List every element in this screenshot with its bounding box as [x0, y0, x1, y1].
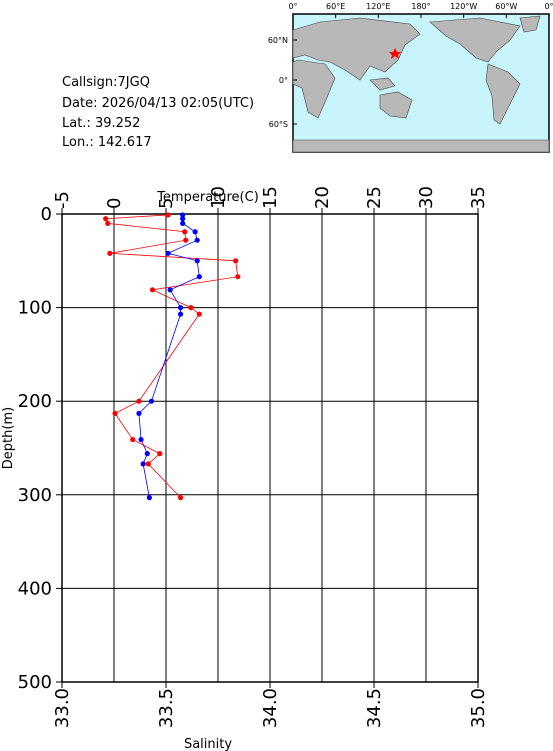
data-point: [107, 250, 113, 256]
x-tick-label: 15: [260, 186, 281, 209]
map-lat-label: 60°N: [268, 36, 288, 45]
data-point: [165, 250, 171, 256]
x-tick-label: 20: [312, 186, 333, 209]
data-point: [165, 212, 171, 218]
map-lon-label: 120°E: [366, 2, 390, 11]
map-lon-label: 120°W: [450, 2, 477, 11]
x2-tick-label: 34.5: [364, 688, 385, 728]
map: [292, 13, 550, 153]
data-point: [145, 461, 151, 467]
longitude: Lon.: 142.617: [62, 135, 152, 150]
data-point: [130, 436, 136, 443]
x2-axis-title: Salinity: [184, 737, 232, 751]
x-tick-label: -5: [52, 191, 73, 209]
map-lon-label: 180°: [411, 2, 430, 11]
x2-tick-label: 34.0: [260, 688, 281, 728]
data-point: [157, 451, 163, 457]
y-tick-label: 0: [41, 204, 52, 225]
data-point: [196, 274, 202, 280]
x-tick-label: 35: [468, 186, 489, 209]
data-point: [149, 287, 156, 293]
data-point: [146, 495, 152, 501]
data-point: [103, 216, 109, 222]
map-lon-label: 0°: [288, 2, 297, 11]
x-tick-label: 5: [156, 198, 177, 209]
x-tick-label: 0: [104, 198, 125, 209]
data-point: [180, 220, 186, 226]
data-point: [105, 220, 111, 226]
y-tick-label: 300: [18, 485, 52, 506]
data-point: [136, 398, 142, 404]
data-point: [182, 229, 188, 235]
callsign: Callsign:7JGQ: [62, 75, 150, 90]
info-block: Callsign:7JGQ Date: 2026/04/13 02:05(UTC…: [62, 75, 254, 150]
station-marker: [389, 48, 401, 59]
y-tick-label: 100: [18, 298, 52, 319]
data-point: [235, 274, 241, 280]
data-point: [180, 216, 186, 222]
data-point: [194, 258, 200, 264]
x-tick-label: 30: [416, 186, 437, 209]
y-tick-label: 500: [18, 672, 52, 693]
data-point: [138, 436, 144, 443]
latitude: Lat.: 39.252: [62, 116, 140, 131]
x2-tick-label: 33.0: [52, 688, 73, 728]
y-axis-title: Depth(m): [1, 407, 16, 469]
y-tick-label: 400: [18, 578, 52, 599]
data-point: [180, 212, 186, 218]
data-point: [192, 229, 198, 235]
data-point: [194, 237, 200, 243]
x2-tick-label: 33.5: [156, 688, 177, 728]
data-point: [233, 258, 239, 264]
data-point: [136, 410, 142, 416]
map-lat-label: 60°S: [269, 120, 288, 129]
x-tick-label: 10: [208, 186, 229, 209]
x2-tick-label: 35.0: [468, 688, 489, 728]
data-point: [196, 311, 202, 317]
data-point: [177, 305, 184, 311]
data-point: [188, 305, 194, 311]
data-point: [183, 237, 189, 243]
map-lon-label: 60°E: [326, 2, 345, 11]
y-tick-label: 200: [18, 391, 52, 412]
map-lon-label: 0°: [544, 2, 553, 11]
data-point: [177, 495, 184, 501]
data-point: [112, 410, 118, 416]
data-point: [167, 287, 173, 293]
data-point: [177, 311, 184, 317]
x-axis-title: Temperature(C): [156, 190, 259, 205]
data-point: [140, 461, 146, 467]
date: Date: 2026/04/13 02:05(UTC): [62, 96, 254, 111]
x-tick-label: 25: [364, 186, 385, 209]
map-lat-label: 0°: [279, 76, 288, 85]
data-point: [144, 451, 150, 457]
land: [292, 15, 550, 153]
map-lon-label: 60°W: [495, 2, 517, 11]
data-point: [148, 398, 155, 404]
